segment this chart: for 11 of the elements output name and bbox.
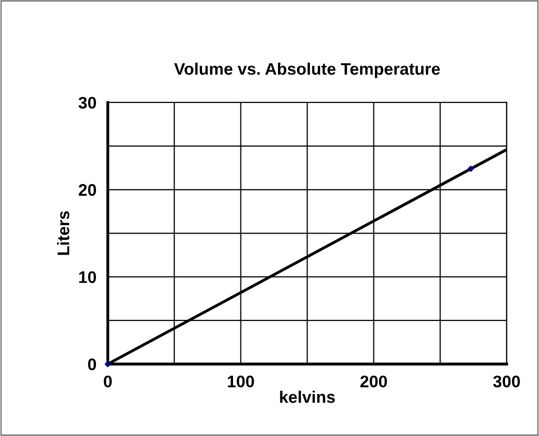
y-tick-label: 30: [78, 96, 96, 109]
y-tick-label: 20: [78, 184, 96, 196]
y-tick-label: 10: [79, 271, 96, 284]
x-tick-label: 300: [493, 376, 520, 388]
x-tick-label: 200: [360, 376, 387, 388]
chart-title: Volume vs. Absolute Temperature: [174, 62, 440, 78]
x-axis-title: kelvins: [280, 390, 335, 403]
x-tick-label: 100: [228, 376, 254, 388]
y-axis-title: Liters: [57, 211, 70, 255]
x-tick-label: 0: [104, 376, 112, 388]
y-tick-label: 0: [88, 358, 96, 370]
